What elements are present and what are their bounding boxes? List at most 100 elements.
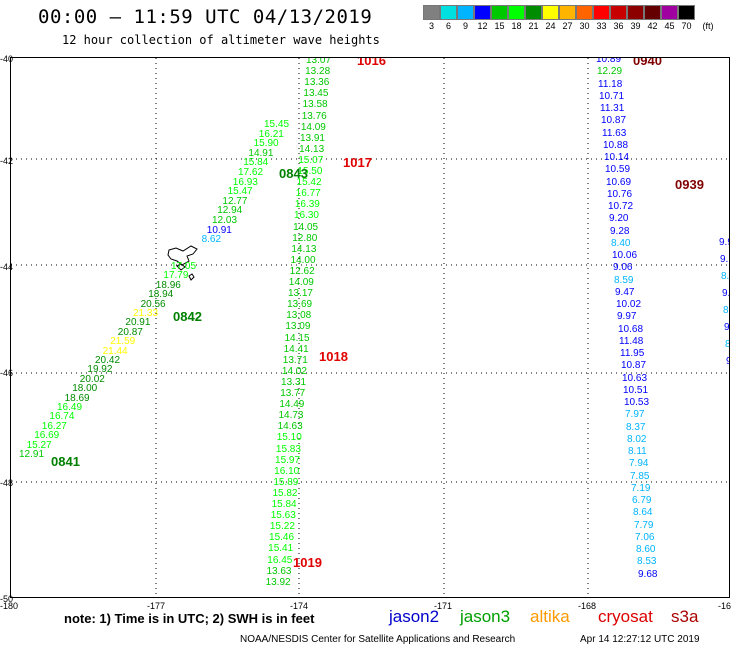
wave-height-label: 14.09 [300, 121, 326, 133]
wave-height-label: 10.87 [601, 115, 627, 127]
wave-height-label: 13.28 [305, 66, 331, 78]
colorbar-swatch [440, 5, 457, 20]
wave-height-label: 8.59 [614, 274, 634, 286]
wave-height-label: 9.68 [638, 568, 658, 580]
wave-height-label: 16.30 [293, 210, 319, 222]
wave-height-label: 21.44 [102, 345, 128, 357]
wave-height-label: 9.9 [719, 237, 729, 248]
colorbar-swatch [525, 5, 542, 20]
colorbar [423, 5, 695, 20]
lon-tick-label: -16 [718, 601, 732, 611]
wave-height-label: 9.47 [615, 286, 635, 298]
lon-tick-label: -171 [434, 601, 453, 611]
wave-height-label: 19.92 [87, 364, 113, 376]
colorbar-tick: 12 [477, 21, 488, 31]
colorbar-tick: 42 [647, 21, 658, 31]
wave-height-label: 14.63 [277, 421, 303, 433]
wave-height-label: 10.72 [608, 201, 634, 212]
colorbar-swatch [559, 5, 576, 20]
wave-height-label: 9.06 [613, 262, 633, 274]
colorbar-swatch [678, 5, 695, 20]
wave-height-label: 13.08 [286, 310, 312, 322]
wave-height-label: 17.05 [171, 261, 197, 272]
lon-tick-label: -174 [290, 601, 309, 611]
wave-height-label: 10.63 [622, 372, 648, 384]
wave-height-label: 15.84 [271, 499, 297, 510]
wave-height-label: 15.83 [275, 443, 301, 455]
lat-tick-label: -42 [0, 156, 14, 166]
wave-height-label: 8.37 [626, 421, 646, 433]
wave-height-label: 10.14 [604, 152, 630, 163]
wave-height-label: 9.1 [726, 357, 729, 367]
wave-height-label: 17.79 [163, 270, 189, 282]
colorbar-labels: 3 6 9 12 15 18 21 24 27 30 33 36 39 42 45 70 (ft) [423, 21, 721, 31]
coastline [167, 245, 198, 281]
wave-height-label: 14.73 [278, 410, 304, 422]
colorbar-tick: 3 [428, 21, 434, 31]
wave-height-label: 15.84 [243, 157, 269, 169]
wave-height-label: 12.94 [217, 205, 243, 217]
footer-timestamp: Apr 14 12:27:12 UTC 2019 [580, 634, 700, 645]
wave-height-label: 21.33 [133, 308, 159, 319]
colorbar-tick: 39 [630, 21, 641, 31]
chart-title: 00:00 – 11:59 UTC 04/13/2019 [38, 6, 373, 28]
legend-cryosat: cryosat [598, 607, 653, 626]
wave-height-label: 8.40 [611, 237, 631, 249]
map-panel: 15.45 16.21 15.90 14.91 15.84 17.62 16.93 15.47… [10, 57, 730, 598]
wave-height-label: 8.64 [633, 507, 653, 519]
wave-height-label: 13.77 [280, 388, 306, 399]
footer-credit: NOAA/NESDIS Center for Satellite Applica… [240, 634, 516, 645]
wave-height-label: 13.17 [287, 288, 313, 300]
wave-height-label: 8.28 [721, 271, 730, 282]
wave-height-label: 13.58 [302, 99, 328, 111]
wave-height-label: 12.29 [597, 66, 623, 78]
wave-height-label: 7.79 [634, 519, 654, 531]
wave-height-label: 20.02 [79, 373, 105, 385]
wave-height-label: 18.94 [148, 289, 174, 301]
wave-height-label: 8.02 [627, 433, 647, 445]
colorbar-swatch [457, 5, 474, 20]
wave-height-label: 8.60 [636, 544, 656, 555]
wave-height-label: 15.63 [270, 510, 296, 522]
wave-height-label: 10.76 [607, 188, 633, 200]
wave-height-label: 11.31 [600, 103, 625, 114]
wave-height-label: 13.71 [282, 354, 308, 366]
wave-height-label: 10.88 [603, 139, 629, 151]
wave-height-label: 11.63 [602, 127, 627, 139]
wave-height-label: 8.62 [201, 234, 222, 246]
wave-height-label: 18.96 [155, 279, 181, 291]
wave-height-label: 9.1 [720, 254, 729, 265]
wave-height-label: 15.45 [264, 119, 290, 130]
colorbar-swatch [661, 5, 678, 20]
wave-height-label: 14.13 [299, 143, 325, 155]
wave-height-label: 15.82 [272, 487, 298, 499]
legend-jason2: jason2 [389, 607, 440, 626]
wave-height-label: 13.31 [281, 376, 307, 388]
wave-height-label: 14.49 [279, 399, 305, 411]
wave-height-label: 13.69 [287, 299, 313, 311]
wave-height-label: 7.19 [631, 482, 651, 494]
chart-subtitle: 12 hour collection of altimeter wave hei… [62, 33, 380, 47]
colorbar-tick: 24 [545, 21, 556, 31]
wave-height-label: 7.06 [635, 531, 655, 543]
wave-height-label: 13.63 [266, 565, 292, 577]
wave-height-label: 16.45 [267, 554, 293, 566]
wave-height-label: 18.69 [64, 392, 90, 404]
colorbar-tick: 21 [528, 21, 539, 31]
colorbar-swatch [508, 5, 525, 20]
colorbar-swatch [542, 5, 559, 20]
wave-height-label: 10.69 [606, 176, 632, 188]
wave-height-label: 17.62 [238, 167, 264, 178]
colorbar-tick: 33 [596, 21, 607, 31]
colorbar-swatch [474, 5, 491, 20]
wave-height-label: 13.91 [299, 132, 325, 144]
lon-tick-label: -180 [0, 601, 19, 611]
wave-height-label: 14.41 [283, 343, 309, 355]
pass-id-label: 0841 [51, 454, 80, 469]
wave-height-label: 8.53 [637, 556, 657, 568]
colorbar-tick: 18 [511, 21, 522, 31]
note-text: note: 1) Time is in UTC; 2) SWH is in fe… [64, 611, 315, 626]
wave-height-label: 15.27 [26, 439, 52, 451]
colorbar-swatch [423, 5, 440, 20]
colorbar-tick: 45 [664, 21, 675, 31]
